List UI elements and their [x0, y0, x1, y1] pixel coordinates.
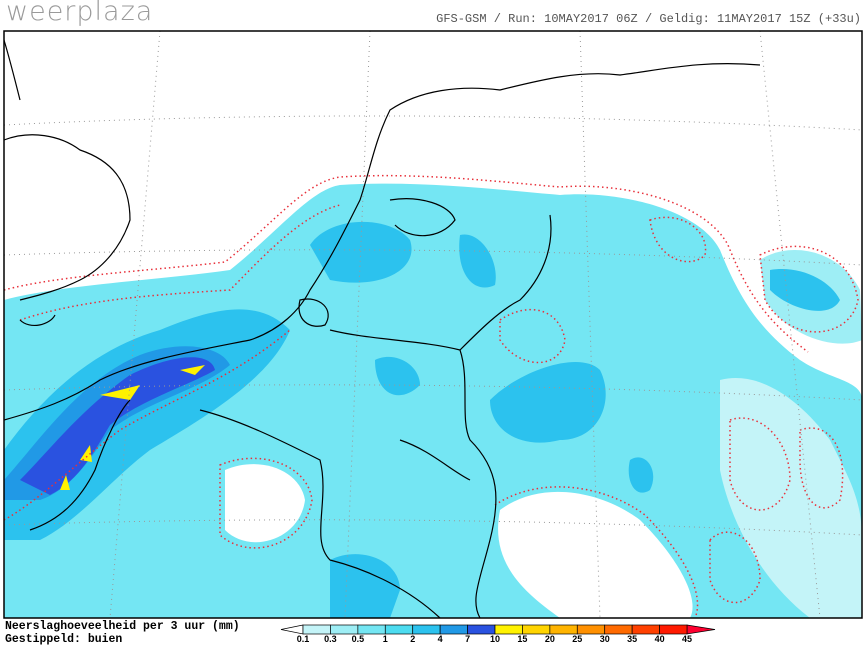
- colorbar: 0.1 0.3 0.5 1 2 4 7 10 15 20 25 30 35 40 45: [280, 624, 716, 644]
- colorbar-tick-label: 0.3: [324, 634, 337, 644]
- logo: weerplaza: [6, 0, 154, 27]
- colorbar-tick-label: 25: [572, 634, 582, 644]
- colorbar-tick-label: 20: [545, 634, 555, 644]
- legend-title: Neerslaghoeveelheid per 3 uur (mm): [5, 620, 240, 633]
- colorbar-bin: [631, 624, 660, 635]
- colorbar-bin: [330, 624, 359, 635]
- colorbar-bin: [522, 624, 551, 635]
- colorbar-bin: [549, 624, 578, 635]
- colorbar-tick-label: 30: [600, 634, 610, 644]
- colorbar-tick-label: 40: [655, 634, 665, 644]
- dry-area: [498, 491, 693, 618]
- shower-contours: [4, 174, 859, 618]
- colorbar-bin: [604, 624, 633, 635]
- colorbar-bin: [659, 624, 688, 635]
- colorbar-tick-label: 1: [383, 634, 388, 644]
- colorbar-tick-label: 45: [682, 634, 692, 644]
- map-area: [4, 31, 862, 618]
- dry-area: [225, 464, 305, 543]
- colorbar-bin: [467, 624, 496, 635]
- coastlines: [4, 39, 761, 618]
- colorbar-tick-label: 15: [517, 634, 527, 644]
- map-frame: [3, 30, 863, 619]
- colorbar-tick-label: 2: [410, 634, 415, 644]
- precip-extreme: [60, 365, 205, 490]
- colorbar-tick-label: 0.5: [352, 634, 365, 644]
- colorbar-tick-label: 35: [627, 634, 637, 644]
- graticule: [4, 31, 862, 618]
- precip-heavy: [20, 357, 215, 495]
- colorbar-bin: [412, 624, 441, 635]
- colorbar-bin: [357, 624, 386, 635]
- legend-note: Gestippeld: buien: [5, 633, 123, 646]
- colorbar-bin: [494, 624, 523, 635]
- colorbar-bin: [302, 624, 331, 635]
- colorbar-tick-label: 7: [465, 634, 470, 644]
- colorbar-tick-label: 0.1: [297, 634, 310, 644]
- colorbar-tick-label: 10: [490, 634, 500, 644]
- precip-mod: [310, 221, 840, 618]
- precip-light: [720, 378, 862, 618]
- colorbar-bin: [439, 624, 468, 635]
- colorbar-arrow: [280, 624, 304, 635]
- colorbar-bin: [576, 624, 606, 635]
- run-info: GFS-GSM / Run: 10MAY2017 06Z / Geldig: 1…: [436, 12, 861, 26]
- colorbar-tick-label: 4: [438, 634, 443, 644]
- colorbar-bin: [384, 624, 414, 635]
- precip-light: [4, 183, 862, 618]
- colorbar-arrow: [686, 624, 716, 635]
